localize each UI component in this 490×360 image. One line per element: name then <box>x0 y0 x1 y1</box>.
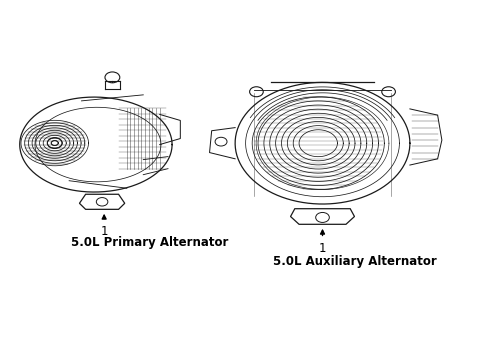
Text: 5.0L Auxiliary Alternator: 5.0L Auxiliary Alternator <box>273 256 437 269</box>
Text: 1: 1 <box>100 225 108 238</box>
Text: 5.0L Primary Alternator: 5.0L Primary Alternator <box>71 237 228 249</box>
Text: 1: 1 <box>319 242 326 255</box>
